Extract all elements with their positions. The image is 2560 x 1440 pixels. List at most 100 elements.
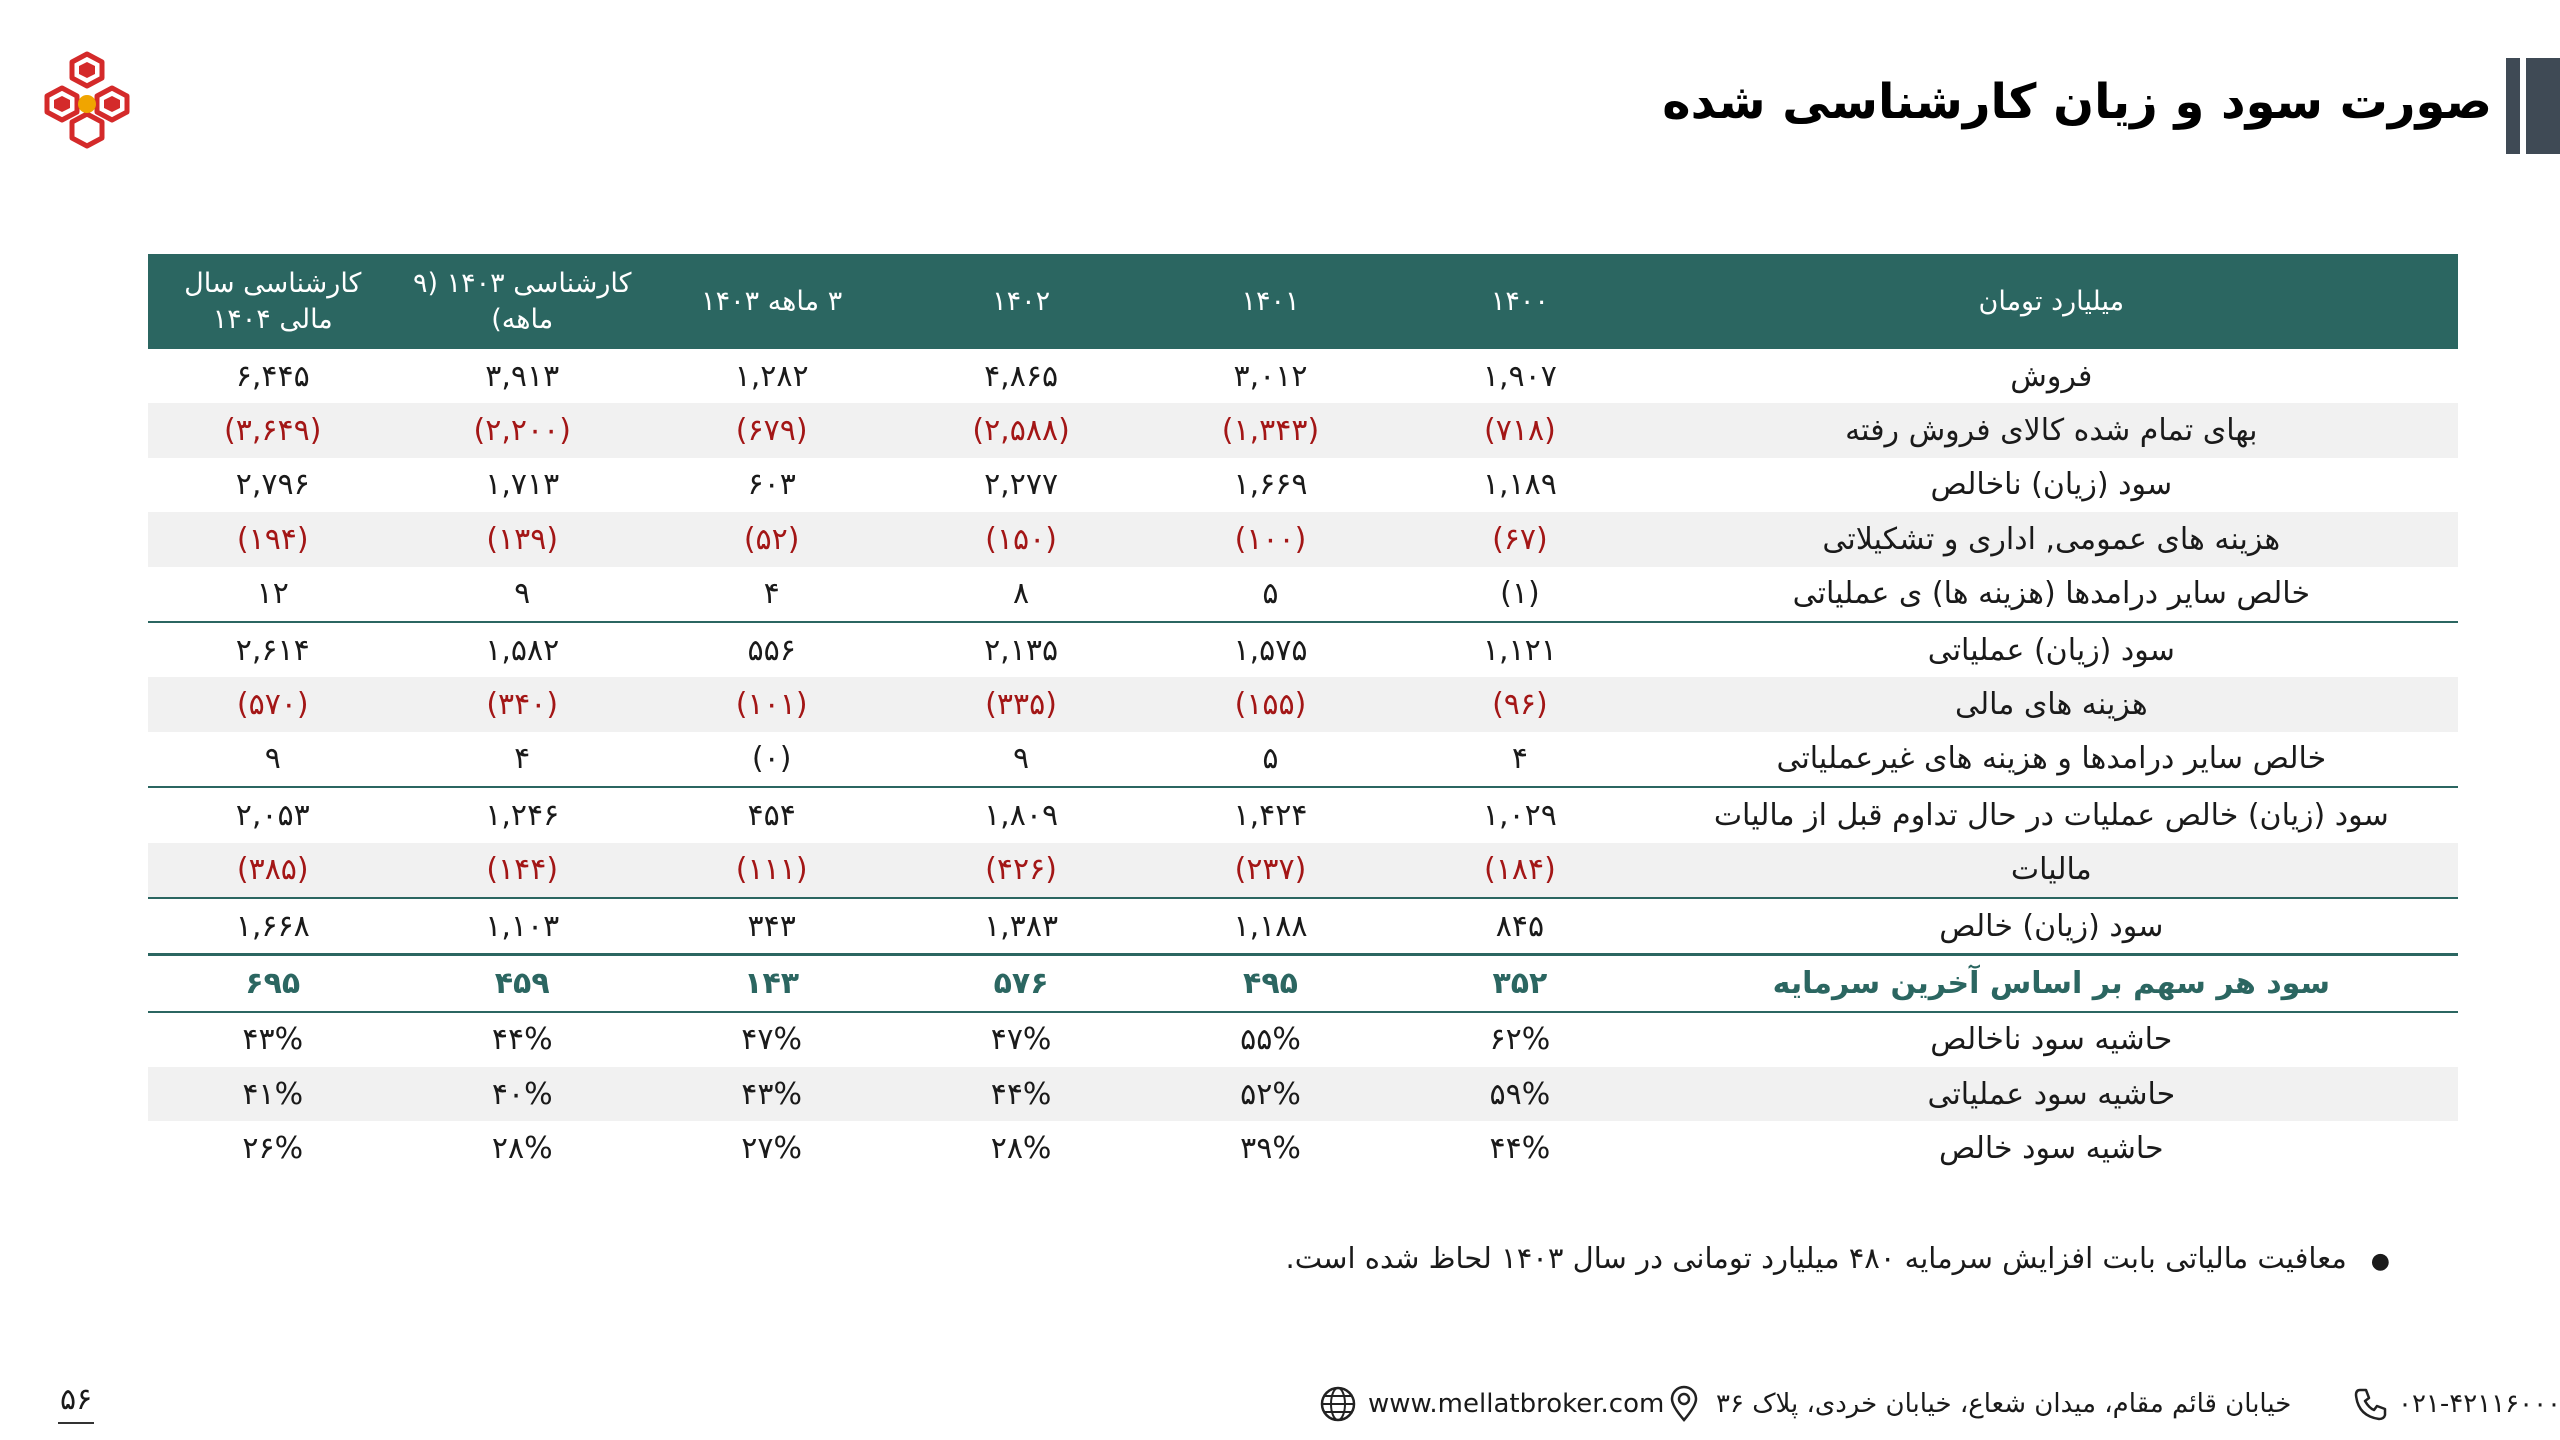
- table-cell: (۱): [1500, 576, 1540, 612]
- table-row: هزینه های مالی (۹۶) (۱۵۵) (۳۳۵) (۱۰۱) (۳۴۰) (۵…: [148, 677, 2458, 732]
- location-pin-icon: [1670, 1385, 1698, 1422]
- table-cell: ۴۷%: [990, 1022, 1052, 1058]
- table-cell: (۶۷۹): [646, 403, 897, 458]
- table-cell: ۴: [763, 576, 780, 612]
- table-cell: ۱,۸۰۹: [896, 786, 1146, 843]
- table-row: حاشیه سود عملیاتی ۵۹% ۵۲% ۴۴% ۴۳% ۴۰% ۴۱%: [148, 1067, 2458, 1122]
- column-header: ۳ ماهه ۱۴۰۳: [646, 254, 897, 349]
- table-cell: ۲,۶۱۴: [148, 620, 398, 678]
- footer-phone: ۰۲۱-۴۲۱۱۶۰۰۰: [2398, 1389, 2560, 1419]
- row-label: سود (زیان) خالص عملیات در حال تداوم قبل …: [1644, 786, 2458, 843]
- table-cell: ۱,۱۰۳: [397, 896, 647, 955]
- table-cell: (۱۵۰): [896, 512, 1146, 567]
- title-accent-bar: [2506, 58, 2560, 154]
- table-cell: ۶,۴۴۵: [235, 358, 310, 394]
- table-cell: ۵۷۶: [896, 953, 1146, 1013]
- table-cell: ۳۹%: [1240, 1131, 1301, 1167]
- table-cell: ۱,۵۸۲: [397, 620, 647, 678]
- table-cell: ۴۴%: [491, 1022, 553, 1058]
- table-cell: ۴۷%: [741, 1022, 803, 1058]
- table-cell: ۱,۲۴۶: [397, 786, 647, 843]
- table-row: سود (زیان) خالص ۸۴۵ ۱,۱۸۸ ۱,۳۸۳ ۳۴۳ ۱,۱۰۳ ۱,۶۶…: [148, 896, 2458, 955]
- column-header: ۱۴۰۲: [896, 254, 1146, 349]
- table-cell: ۱,۳۸۳: [896, 896, 1146, 955]
- table-cell: ۵۹%: [1395, 1067, 1645, 1122]
- table-cell: ۲,۲۷۷: [984, 467, 1059, 503]
- table-cell: ۲,۱۳۵: [896, 620, 1146, 678]
- table-cell: (۳,۶۴۹): [148, 403, 398, 458]
- table-cell: (۳۳۵): [896, 677, 1146, 732]
- table-row: حاشیه سود خالص ۴۴% ۳۹% ۲۸% ۲۷% ۲۸% ۲۶%: [148, 1121, 2458, 1175]
- row-label: سود هر سهم بر اساس آخرین سرمایه: [1644, 953, 2458, 1013]
- table-cell: ۱,۱۸۹: [1482, 467, 1557, 503]
- row-label: سود (زیان) خالص: [1644, 896, 2458, 955]
- table-cell: (۱۳۹): [397, 512, 647, 567]
- table-cell: (۱۸۴): [1395, 842, 1645, 898]
- table-cell: (۶۷): [1395, 512, 1645, 567]
- row-label: حاشیه سود عملیاتی: [1644, 1067, 2458, 1122]
- page-title: صورت سود و زیان کارشناسی شده: [1662, 74, 2492, 130]
- table-header-row: میلیارد تومان ۱۴۰۰ ۱۴۰۱ ۱۴۰۲ ۳ ماهه ۱۴۰۳…: [148, 254, 2458, 349]
- table-cell: ۴۴%: [1489, 1131, 1551, 1167]
- column-header: کارشناسی ۱۴۰۳ (۹ ماهه): [397, 254, 647, 349]
- table-cell: ۱,۴۲۴: [1145, 786, 1396, 843]
- column-header: کارشناسی سال مالی ۱۴۰۴: [148, 254, 398, 349]
- table-cell: ۸: [1013, 576, 1030, 612]
- footnote-text: معافیت مالیاتی بابت افزایش سرمایه ۴۸۰ می…: [1285, 1241, 2347, 1275]
- row-label: بهای تمام شده کالای فروش رفته: [1644, 403, 2458, 458]
- table-cell: (۱۹۴): [148, 512, 398, 567]
- table-cell: ۳۵۲: [1395, 953, 1645, 1013]
- table-cell: ۱,۵۷۵: [1145, 620, 1396, 678]
- column-header: ۱۴۰۰: [1395, 254, 1645, 349]
- table-cell: ۲۸%: [990, 1131, 1052, 1167]
- table-cell: ۴: [1511, 741, 1528, 777]
- table-cell: ۱,۲۸۲: [734, 358, 809, 394]
- row-label: سود (زیان) عملیاتی: [1644, 620, 2458, 678]
- table-cell: (۲۳۷): [1145, 842, 1396, 898]
- column-header: ۱۴۰۱: [1145, 254, 1396, 349]
- row-label: حاشیه سود خالص: [1939, 1131, 2164, 1167]
- table-cell: ۴۱%: [148, 1067, 398, 1122]
- table-cell: ۴,۸۶۵: [984, 358, 1059, 394]
- table-cell: ۴۰%: [397, 1067, 647, 1122]
- table-cell: (۴۲۶): [896, 842, 1146, 898]
- table-cell: ۶۲%: [1489, 1022, 1551, 1058]
- table-cell: ۹: [264, 741, 281, 777]
- table-cell: ۹: [514, 576, 531, 612]
- table-row: سود (زیان) ناخالص ۱,۱۸۹ ۱,۶۶۹ ۲,۲۷۷ ۶۰۳ ۱,۷۱۳…: [148, 458, 2458, 512]
- footer-website[interactable]: www.mellatbroker.com: [1368, 1389, 1665, 1419]
- table-cell: ۴۵۹: [397, 953, 647, 1013]
- table-row: سود (زیان) عملیاتی ۱,۱۲۱ ۱,۵۷۵ ۲,۱۳۵ ۵۵۶ ۱,۵۸…: [148, 620, 2458, 678]
- row-label: مالیات: [1644, 842, 2458, 898]
- table-cell: ۳,۰۱۲: [1233, 358, 1308, 394]
- bullet-icon: ●: [2370, 1249, 2390, 1274]
- table-row: خالص سایر درامدها (هزینه ها) ی عملیاتی (۱…: [148, 567, 2458, 622]
- phone-icon: [2354, 1388, 2387, 1421]
- row-label: هزینه های مالی: [1644, 677, 2458, 732]
- table-row: هزینه های عمومی, اداری و تشکیلاتی (۶۷) (۱۰…: [148, 512, 2458, 567]
- footer-address: خیابان قائم مقام، میدان شعاع، خیابان خرد…: [1716, 1389, 2292, 1419]
- table-cell: (۷۱۸): [1395, 403, 1645, 458]
- income-statement-table: میلیارد تومان ۱۴۰۰ ۱۴۰۱ ۱۴۰۲ ۳ ماهه ۱۴۰۳…: [148, 254, 2458, 1176]
- table-cell: (۱۰۱): [646, 677, 897, 732]
- row-label: خالص سایر درامدها (هزینه ها) ی عملیاتی: [1792, 576, 2310, 612]
- table-cell: ۶۰۳: [747, 467, 796, 503]
- table-cell: (۵۲): [646, 512, 897, 567]
- table-cell: ۴: [514, 741, 531, 777]
- table-cell: ۱,۹۰۷: [1482, 358, 1557, 394]
- column-header: میلیارد تومان: [1644, 254, 2458, 349]
- table-row: سود هر سهم بر اساس آخرین سرمایه ۳۵۲ ۴۹۵ ۵۷۶…: [148, 953, 2458, 1013]
- table-cell: ۵۵۶: [646, 620, 897, 678]
- table-cell: ۹: [1013, 741, 1030, 777]
- mellat-broker-logo: [44, 51, 130, 149]
- page-number: ۵۶: [58, 1378, 95, 1424]
- table-cell: ۵: [1262, 576, 1279, 612]
- table-cell: (۵۷۰): [148, 677, 398, 732]
- row-label: خالص سایر درامدها و هزینه های غیرعملیاتی: [1776, 741, 2327, 777]
- table-cell: ۱,۱۸۸: [1145, 896, 1396, 955]
- table-cell: ۲,۰۵۳: [148, 786, 398, 843]
- table-cell: ۴۹۵: [1145, 953, 1396, 1013]
- footnote: ● معافیت مالیاتی بابت افزایش سرمایه ۴۸۰ م…: [790, 1238, 2390, 1282]
- table-cell: ۱,۷۱۳: [485, 467, 560, 503]
- table-cell: ۱۴۳: [646, 953, 897, 1013]
